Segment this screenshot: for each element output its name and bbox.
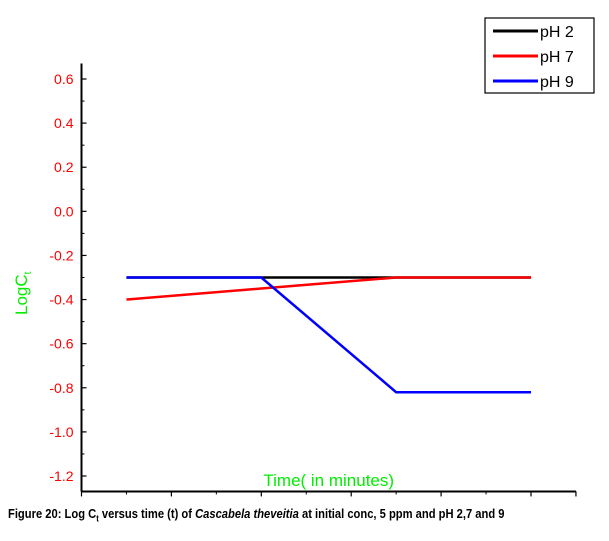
y-tick-label: -1.0	[49, 424, 73, 440]
caption-sub: t	[96, 513, 99, 524]
caption-mid: versus time (t) of	[98, 506, 196, 521]
y-tick-label: -0.8	[49, 380, 73, 396]
y-label-sub: t	[23, 271, 34, 274]
caption-species: Cascabela theveitia	[195, 506, 299, 521]
line-chart: 0.60.40.20.0-0.2-0.4-0.6-0.8-1.0-1.21020…	[12, 17, 595, 497]
y-tick-label: 0.4	[54, 115, 74, 131]
legend-label: pH 7	[540, 49, 574, 66]
y-label-main: LogC	[12, 274, 31, 315]
y-tick-label: -1.2	[49, 468, 73, 484]
y-tick-label: -0.2	[49, 247, 73, 263]
series-line-ph-7	[126, 276, 531, 301]
y-tick-label: -0.6	[49, 336, 73, 352]
caption-prefix: Figure 20: Log C	[8, 506, 97, 521]
y-tick-label: 0.0	[54, 203, 74, 219]
y-axis-label: LogCt	[12, 271, 34, 315]
figure-caption: Figure 20: Log Ct versus time (t) of Cas…	[8, 506, 505, 524]
y-tick-label: -0.4	[49, 292, 73, 308]
legend-label: pH 2	[540, 24, 574, 41]
caption-suffix: at initial conc, 5 ppm and pH 2,7 and 9	[298, 506, 505, 521]
series-line-ph-9	[126, 276, 531, 394]
y-tick-label: 0.6	[54, 71, 74, 87]
y-tick-label: 0.2	[54, 159, 74, 175]
legend-label: pH 9	[540, 74, 574, 91]
x-axis-label: Time( in minutes)	[263, 471, 394, 490]
